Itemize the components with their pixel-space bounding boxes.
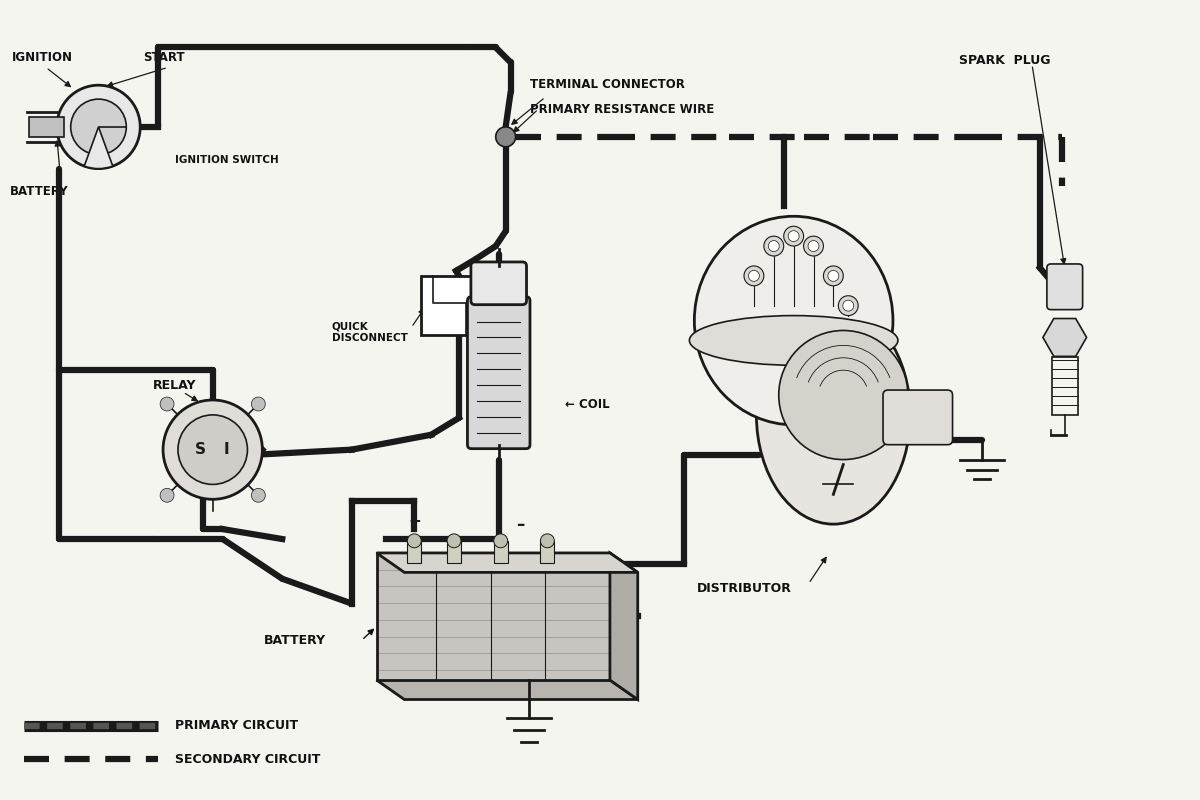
Bar: [1052, 358, 1078, 415]
Bar: [448, 541, 461, 562]
Text: BATTERY: BATTERY: [264, 634, 326, 647]
Bar: [377, 553, 610, 680]
Ellipse shape: [689, 315, 898, 366]
Polygon shape: [377, 553, 637, 572]
Circle shape: [779, 330, 908, 459]
Circle shape: [496, 127, 516, 146]
Text: S: S: [196, 442, 206, 457]
Circle shape: [808, 241, 818, 251]
Circle shape: [160, 397, 174, 411]
Circle shape: [56, 86, 140, 169]
Bar: [421, 276, 499, 335]
Wedge shape: [84, 127, 113, 169]
Text: QUICK
DISCONNECT: QUICK DISCONNECT: [332, 322, 408, 343]
Text: RELAY: RELAY: [154, 378, 197, 392]
Circle shape: [749, 270, 760, 282]
Text: IGNITION: IGNITION: [12, 51, 73, 64]
Text: I: I: [223, 442, 229, 457]
Circle shape: [448, 534, 461, 548]
Text: ← COIL: ← COIL: [565, 398, 610, 411]
FancyBboxPatch shape: [470, 262, 527, 305]
Text: IGNITION SWITCH: IGNITION SWITCH: [175, 154, 278, 165]
Bar: [407, 541, 421, 562]
FancyBboxPatch shape: [883, 390, 953, 445]
Circle shape: [251, 397, 265, 411]
Text: DISTRIBUTOR: DISTRIBUTOR: [696, 582, 792, 595]
Circle shape: [163, 400, 263, 499]
Text: BATTERY: BATTERY: [10, 185, 68, 198]
Text: SPARK  PLUG: SPARK PLUG: [960, 54, 1051, 67]
Text: –: –: [516, 516, 524, 534]
Circle shape: [407, 534, 421, 548]
Circle shape: [784, 226, 804, 246]
Text: PRIMARY RESISTANCE WIRE: PRIMARY RESISTANCE WIRE: [530, 102, 715, 115]
Circle shape: [839, 296, 858, 315]
Circle shape: [828, 270, 839, 282]
Circle shape: [804, 236, 823, 256]
Circle shape: [842, 300, 853, 311]
Circle shape: [768, 241, 779, 251]
FancyBboxPatch shape: [1046, 264, 1082, 310]
Ellipse shape: [756, 306, 911, 524]
Text: PRIMARY CIRCUIT: PRIMARY CIRCUIT: [175, 719, 298, 732]
Polygon shape: [377, 680, 637, 699]
Circle shape: [160, 488, 174, 502]
Circle shape: [788, 230, 799, 242]
Circle shape: [540, 534, 554, 548]
Circle shape: [71, 99, 126, 154]
Circle shape: [178, 415, 247, 485]
Circle shape: [823, 266, 844, 286]
Text: +: +: [408, 514, 421, 529]
Ellipse shape: [695, 216, 893, 425]
Text: TERMINAL CONNECTOR: TERMINAL CONNECTOR: [530, 78, 685, 90]
Text: SECONDARY CIRCUIT: SECONDARY CIRCUIT: [175, 753, 320, 766]
Bar: [29, 117, 64, 137]
Text: START: START: [143, 51, 185, 64]
FancyBboxPatch shape: [468, 297, 530, 449]
Circle shape: [251, 488, 265, 502]
Bar: [540, 541, 554, 562]
Circle shape: [764, 236, 784, 256]
Bar: [493, 541, 508, 562]
Circle shape: [744, 266, 764, 286]
Polygon shape: [610, 553, 637, 699]
Circle shape: [493, 534, 508, 548]
